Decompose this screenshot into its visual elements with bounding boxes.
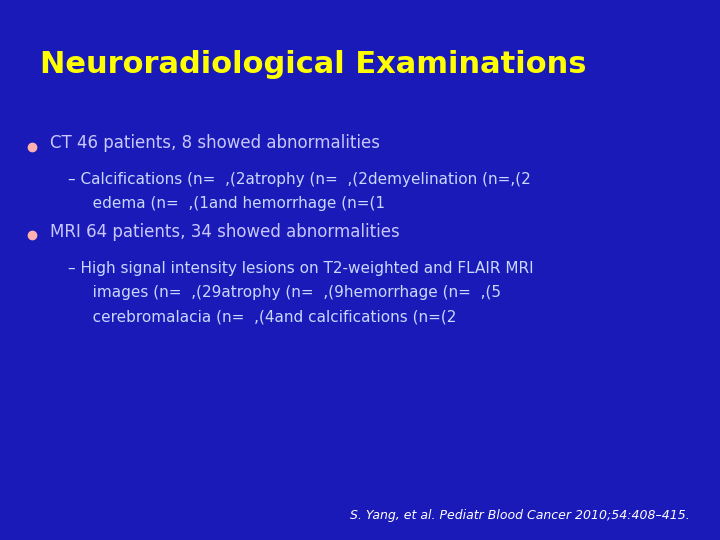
Text: images (n=  ,(29atrophy (n=  ,(9hemorrhage (n=  ,(5: images (n= ,(29atrophy (n= ,(9hemorrhage… bbox=[78, 285, 501, 300]
Text: cerebromalacia (n=  ,(4and calcifications (n=(2: cerebromalacia (n= ,(4and calcifications… bbox=[78, 309, 456, 324]
Text: – Calcifications (n=  ,(2atrophy (n=  ,(2demyelination (n=,(2: – Calcifications (n= ,(2atrophy (n= ,(2d… bbox=[68, 172, 531, 187]
Text: Neuroradiological Examinations: Neuroradiological Examinations bbox=[40, 50, 587, 79]
Text: MRI 64 patients, 34 showed abnormalities: MRI 64 patients, 34 showed abnormalities bbox=[50, 223, 400, 241]
Text: S. Yang, et al. Pediatr Blood Cancer 2010;54:408–415.: S. Yang, et al. Pediatr Blood Cancer 201… bbox=[350, 509, 690, 522]
Text: – High signal intensity lesions on T2-weighted and FLAIR MRI: – High signal intensity lesions on T2-we… bbox=[68, 261, 534, 276]
Text: CT 46 patients, 8 showed abnormalities: CT 46 patients, 8 showed abnormalities bbox=[50, 134, 380, 152]
Text: edema (n=  ,(1and hemorrhage (n=(1: edema (n= ,(1and hemorrhage (n=(1 bbox=[78, 196, 385, 211]
